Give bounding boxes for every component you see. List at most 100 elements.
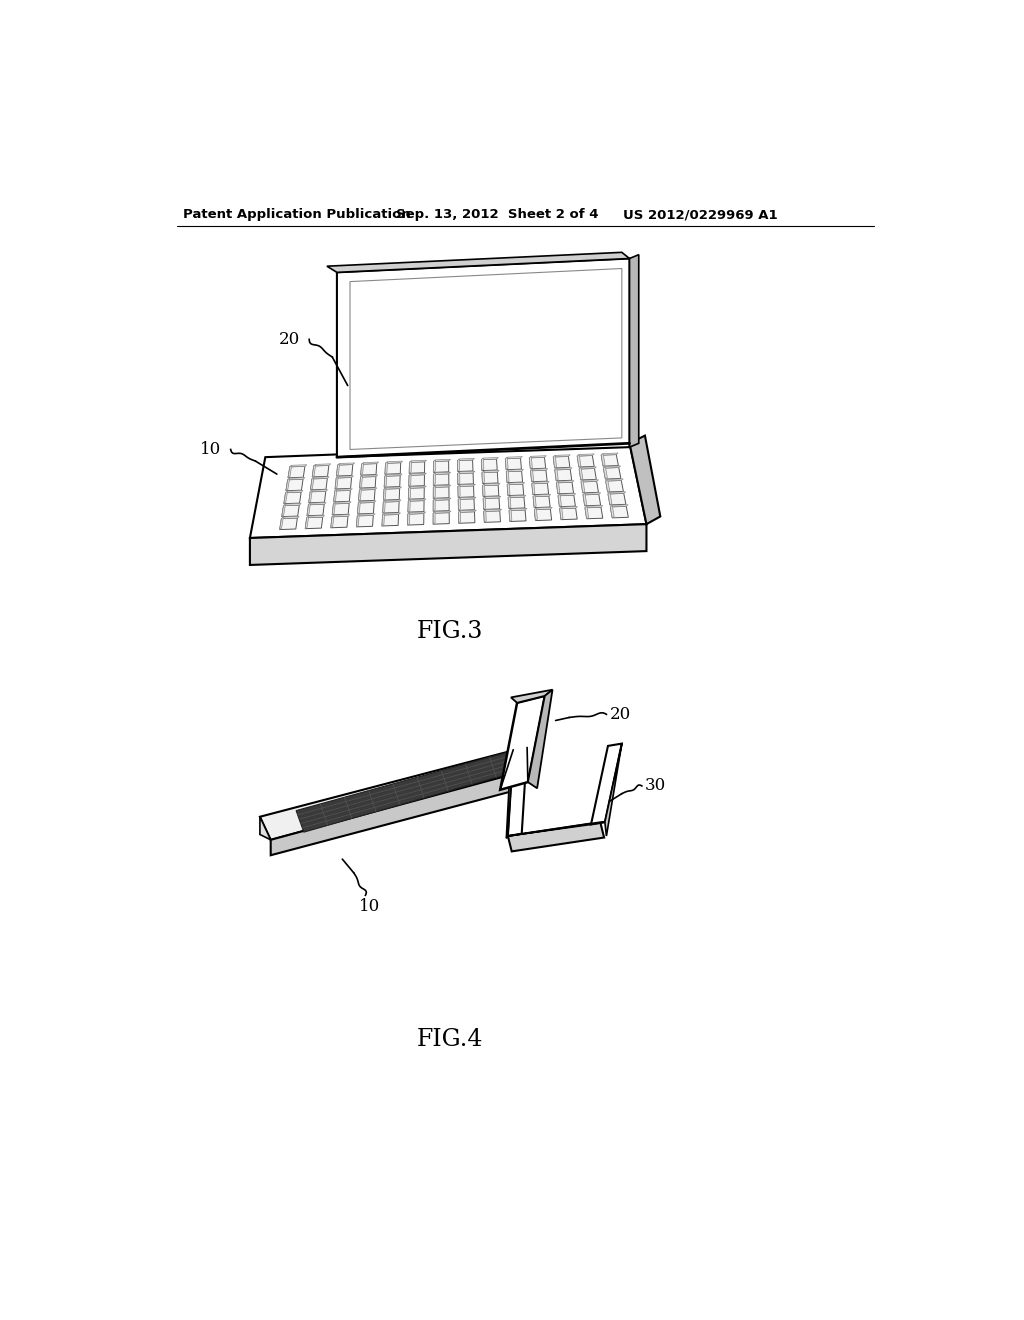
Polygon shape <box>459 512 475 523</box>
Polygon shape <box>458 459 473 471</box>
Polygon shape <box>280 517 297 529</box>
Polygon shape <box>284 492 301 504</box>
Polygon shape <box>312 477 330 479</box>
Polygon shape <box>511 689 553 702</box>
Polygon shape <box>433 486 451 487</box>
Polygon shape <box>433 486 435 498</box>
Polygon shape <box>534 495 537 508</box>
Polygon shape <box>250 524 646 565</box>
Polygon shape <box>458 486 474 498</box>
Polygon shape <box>359 477 376 488</box>
Polygon shape <box>558 494 575 496</box>
Polygon shape <box>408 512 410 525</box>
Polygon shape <box>433 498 451 500</box>
Polygon shape <box>578 454 594 455</box>
Polygon shape <box>332 503 336 515</box>
Polygon shape <box>310 478 328 490</box>
Polygon shape <box>529 455 547 458</box>
Polygon shape <box>530 470 547 482</box>
Polygon shape <box>459 511 461 523</box>
Polygon shape <box>284 503 301 506</box>
Polygon shape <box>529 457 546 469</box>
Polygon shape <box>433 459 435 473</box>
Polygon shape <box>529 457 532 469</box>
Polygon shape <box>331 515 334 528</box>
Polygon shape <box>385 463 400 474</box>
Polygon shape <box>509 508 527 511</box>
Polygon shape <box>409 487 424 499</box>
Polygon shape <box>409 474 411 486</box>
Polygon shape <box>331 516 348 528</box>
Polygon shape <box>458 459 460 471</box>
Polygon shape <box>307 504 325 516</box>
Polygon shape <box>357 503 374 513</box>
Polygon shape <box>581 482 598 492</box>
Polygon shape <box>458 484 460 498</box>
Polygon shape <box>560 508 578 520</box>
Polygon shape <box>556 482 560 494</box>
Text: 10: 10 <box>358 898 380 915</box>
Polygon shape <box>583 494 587 506</box>
Polygon shape <box>482 484 485 496</box>
Polygon shape <box>433 512 450 524</box>
Polygon shape <box>410 473 426 475</box>
Polygon shape <box>507 483 524 484</box>
Polygon shape <box>433 473 435 486</box>
Polygon shape <box>305 516 308 529</box>
Polygon shape <box>555 467 572 470</box>
Polygon shape <box>483 510 502 511</box>
Polygon shape <box>508 822 605 836</box>
Polygon shape <box>288 466 305 478</box>
Polygon shape <box>608 492 612 506</box>
Polygon shape <box>282 504 286 516</box>
Polygon shape <box>481 459 498 471</box>
Polygon shape <box>358 490 375 502</box>
Polygon shape <box>383 500 385 513</box>
Polygon shape <box>459 499 474 511</box>
Polygon shape <box>459 510 476 512</box>
Polygon shape <box>508 747 527 836</box>
Polygon shape <box>288 465 292 478</box>
Polygon shape <box>458 473 473 484</box>
Polygon shape <box>334 502 351 504</box>
Polygon shape <box>482 473 498 483</box>
Polygon shape <box>335 488 352 491</box>
Polygon shape <box>556 480 573 483</box>
Polygon shape <box>410 462 425 474</box>
Text: Sep. 13, 2012  Sheet 2 of 4: Sep. 13, 2012 Sheet 2 of 4 <box>396 209 599 222</box>
Polygon shape <box>335 477 338 488</box>
Polygon shape <box>610 506 614 517</box>
Polygon shape <box>585 507 603 519</box>
Text: Patent Application Publication: Patent Application Publication <box>183 209 411 222</box>
Polygon shape <box>359 488 377 490</box>
Polygon shape <box>581 479 599 482</box>
Polygon shape <box>310 490 328 492</box>
Polygon shape <box>608 492 626 494</box>
Polygon shape <box>585 506 603 508</box>
Polygon shape <box>581 480 585 492</box>
Polygon shape <box>458 471 475 474</box>
Polygon shape <box>531 482 535 495</box>
Polygon shape <box>433 500 450 511</box>
Polygon shape <box>409 499 426 502</box>
Polygon shape <box>334 490 350 502</box>
Polygon shape <box>282 506 299 516</box>
Polygon shape <box>483 496 501 499</box>
Polygon shape <box>356 515 359 527</box>
Polygon shape <box>358 500 376 503</box>
Polygon shape <box>603 467 621 479</box>
Polygon shape <box>558 494 561 507</box>
Polygon shape <box>483 510 486 523</box>
Polygon shape <box>312 466 329 477</box>
Polygon shape <box>506 750 513 838</box>
Polygon shape <box>260 750 523 840</box>
Polygon shape <box>433 459 451 462</box>
Polygon shape <box>327 252 630 272</box>
Polygon shape <box>250 444 646 539</box>
Polygon shape <box>385 474 402 477</box>
Polygon shape <box>410 461 412 474</box>
Polygon shape <box>482 483 500 486</box>
Polygon shape <box>337 465 353 477</box>
Polygon shape <box>555 469 558 480</box>
Polygon shape <box>481 458 499 459</box>
